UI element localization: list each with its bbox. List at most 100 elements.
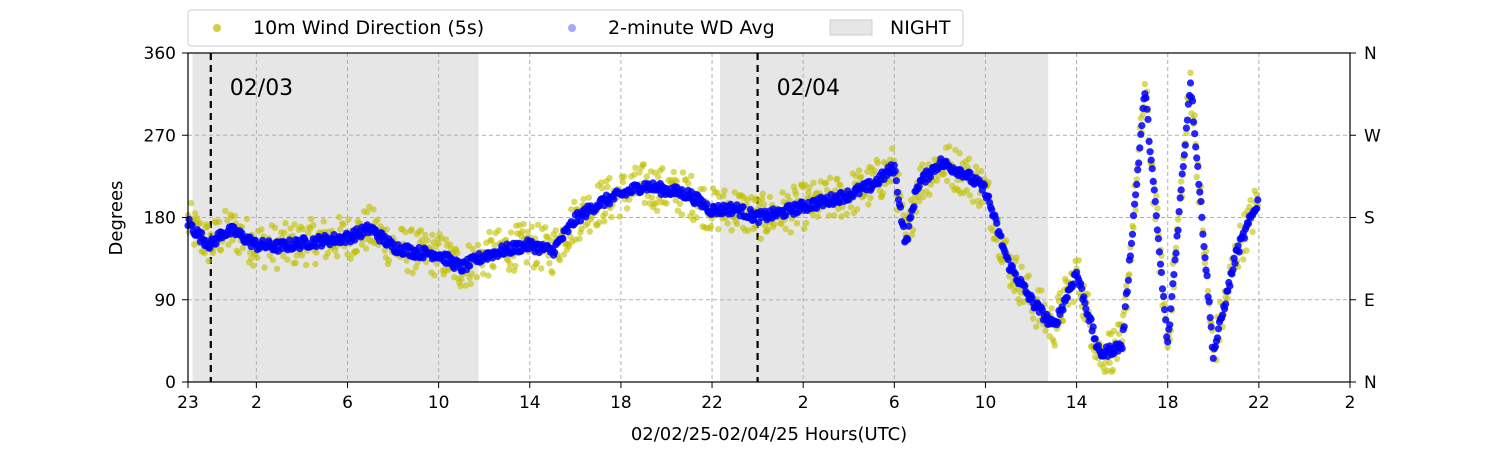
wind-5s-point xyxy=(248,255,255,262)
wind-2min-point xyxy=(551,248,559,256)
wind-5s-point xyxy=(192,210,199,217)
compass-label: E xyxy=(1364,291,1375,311)
wind-2min-point xyxy=(892,177,901,185)
wind-2min-point xyxy=(1081,299,1089,307)
wind-5s-point xyxy=(793,220,801,227)
wind-5s-point xyxy=(1029,315,1037,322)
wind-5s-point xyxy=(596,219,603,226)
wind-2min-point xyxy=(1136,144,1144,152)
wind-2min-point xyxy=(1222,300,1230,308)
wind-5s-point xyxy=(678,211,686,218)
wind-5s-point xyxy=(281,229,288,236)
wind-5s-point xyxy=(1141,80,1149,88)
wind-5s-point xyxy=(243,215,251,223)
wind-2min-point xyxy=(1179,163,1187,171)
wind-5s-point xyxy=(631,171,638,178)
wind-5s-point xyxy=(284,256,291,263)
wind-5s-point xyxy=(810,179,817,186)
wind-5s-point xyxy=(814,213,821,220)
wind-2min-point xyxy=(907,213,915,221)
wind-5s-point xyxy=(442,236,450,243)
wind-5s-point xyxy=(217,246,225,253)
wind-2min-point xyxy=(1134,166,1142,174)
wind-5s-point xyxy=(204,223,211,230)
y-tick-label: 270 xyxy=(144,126,176,146)
wind-5s-point xyxy=(1178,178,1185,185)
wind-5s-point xyxy=(524,228,531,236)
wind-5s-point xyxy=(847,203,854,211)
wind-5s-point xyxy=(231,212,238,220)
wind-5s-point xyxy=(879,189,887,197)
wind-5s-point xyxy=(345,216,352,223)
wind-5s-point xyxy=(467,280,474,287)
wind-2min-point xyxy=(1011,270,1020,278)
wind-5s-point xyxy=(826,174,834,182)
wind-2min-point xyxy=(910,203,918,211)
wind-5s-point xyxy=(806,184,813,191)
wind-5s-point xyxy=(458,276,465,283)
wind-2min-point xyxy=(1155,248,1163,256)
wind-2min-point xyxy=(1182,124,1190,132)
wind-5s-point xyxy=(979,199,986,206)
wind-5s-point xyxy=(1110,327,1118,334)
wind-5s-point xyxy=(291,221,298,228)
wind-5s-point xyxy=(1130,224,1137,231)
wind-5s-point xyxy=(731,189,738,196)
wind-2min-point xyxy=(1154,235,1162,243)
wind-5s-point xyxy=(1253,191,1261,198)
wind-5s-point xyxy=(468,270,475,277)
wind-2min-point xyxy=(1200,243,1208,251)
wind-2min-point xyxy=(1123,288,1131,296)
wind-2min-point xyxy=(1171,256,1179,264)
wind-5s-point xyxy=(337,226,344,233)
wind-5s-point xyxy=(685,180,692,187)
wind-5s-point xyxy=(733,220,741,227)
wind-5s-point xyxy=(946,143,953,150)
wind-5s-point xyxy=(1075,257,1082,264)
wind-5s-point xyxy=(336,213,343,221)
wind-2min-point xyxy=(1209,354,1217,362)
wind-5s-point xyxy=(874,159,881,167)
wind-2min-point xyxy=(1253,204,1261,213)
y-tick-label: 360 xyxy=(144,44,176,64)
wind-5s-point xyxy=(643,173,650,180)
wind-5s-point xyxy=(837,182,844,189)
wind-5s-point xyxy=(433,260,440,267)
wind-5s-point xyxy=(486,228,493,236)
wind-5s-point xyxy=(197,220,204,227)
legend-label: NIGHT xyxy=(890,17,951,39)
x-tick-label: 23 xyxy=(177,393,199,413)
wind-2min-point xyxy=(1142,94,1150,102)
wind-5s-point xyxy=(779,189,786,196)
wind-5s-point xyxy=(636,169,643,176)
wind-5s-point xyxy=(549,269,556,277)
wind-5s-point xyxy=(972,163,980,171)
x-axis: 23 2 6 10 14 18 22 2 6 10 14 18 22 2 xyxy=(177,382,1355,413)
y-axis-right: N E S W N xyxy=(1350,44,1381,393)
wind-2min-point xyxy=(1087,315,1095,323)
wind-5s-point xyxy=(340,221,347,228)
wind-5s-point xyxy=(417,227,425,234)
wind-5s-point xyxy=(490,263,497,271)
legend-label: 2-minute WD Avg xyxy=(608,17,775,39)
wind-2min-point xyxy=(1121,303,1129,311)
wind-5s-point xyxy=(919,161,926,168)
wind-5s-point xyxy=(640,161,647,168)
wind-2min-point xyxy=(1162,316,1170,324)
wind-5s-point xyxy=(520,220,527,228)
wind-2min-point xyxy=(1127,239,1136,247)
wind-5s-point xyxy=(491,242,498,249)
wind-5s-point xyxy=(1109,366,1117,374)
wind-5s-point xyxy=(759,190,766,197)
wind-2min-point xyxy=(1091,335,1099,343)
wind-5s-point xyxy=(506,261,514,268)
wind-5s-point xyxy=(1193,173,1200,180)
wind-5s-point xyxy=(585,194,592,201)
wind-5s-point xyxy=(1172,244,1180,252)
wind-5s-point xyxy=(889,145,896,152)
wind-2min-point xyxy=(1147,156,1155,164)
wind-2min-point xyxy=(1054,318,1062,326)
wind-5s-point xyxy=(867,194,874,202)
wind-2min-point xyxy=(1059,306,1067,314)
wind-5s-point xyxy=(1204,287,1212,294)
